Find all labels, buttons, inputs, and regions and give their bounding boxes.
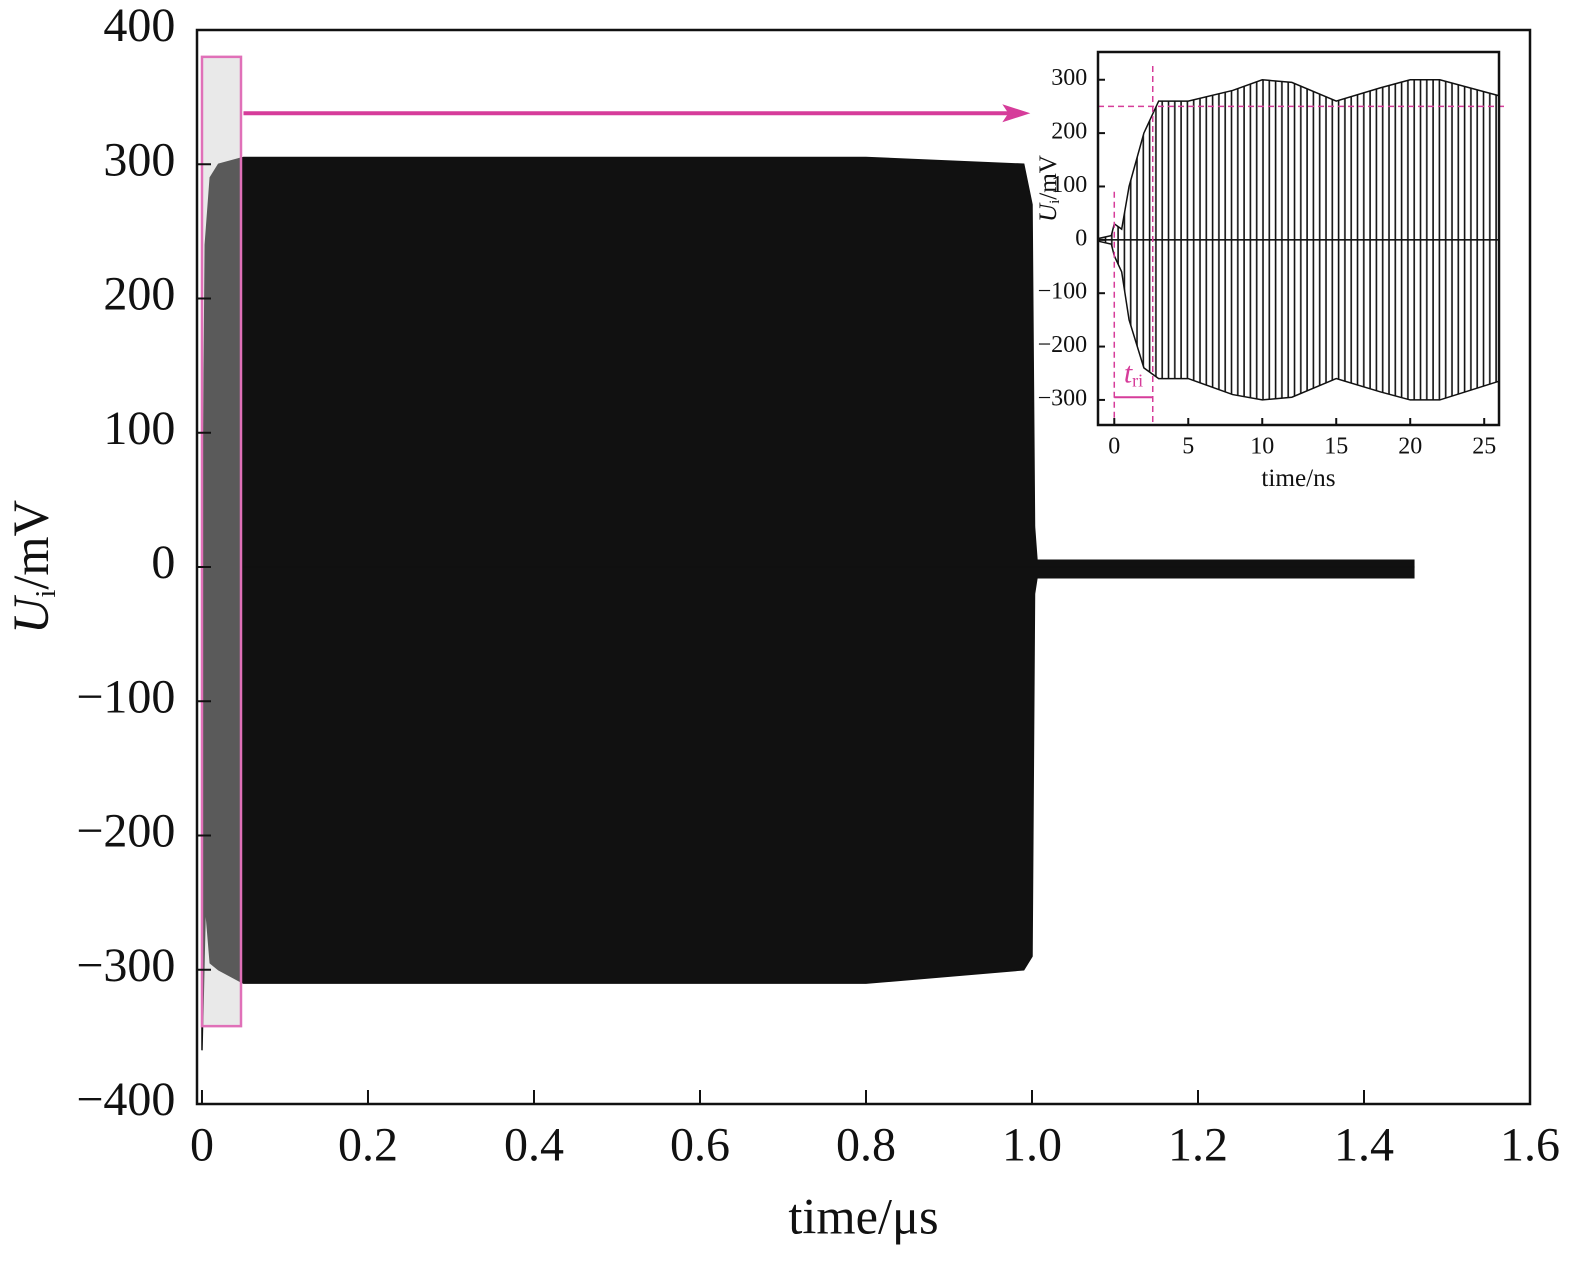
y-tick-label: 300 xyxy=(103,133,175,186)
bracket-label: tri xyxy=(1124,356,1143,390)
signal-lower xyxy=(1098,239,1500,401)
x-tick-label: 1.0 xyxy=(1002,1119,1062,1172)
y-tick-label: 0 xyxy=(151,536,175,589)
y-tick-label: 200 xyxy=(1051,119,1087,145)
x-axis-label: time/ns xyxy=(1261,465,1335,492)
x-tick-label: 10 xyxy=(1250,433,1274,459)
x-tick-label: 15 xyxy=(1324,433,1348,459)
x-tick-label: 1.4 xyxy=(1334,1119,1394,1172)
y-tick-label: 300 xyxy=(1051,65,1087,91)
y-axis-label-main: U xyxy=(3,594,59,634)
y-axis-label: Ui/mV xyxy=(3,500,62,634)
y-tick-label: 100 xyxy=(1051,172,1087,198)
plot-0: 0 0.2 0.4 0.6 0.8 1.0 1.2 1.4 1.6 −400 −300 −200 −10… xyxy=(3,0,1560,1245)
x-tick-label: 0 xyxy=(1108,433,1120,459)
y-tick-label: 100 xyxy=(103,402,175,455)
y-tick-label: 400 xyxy=(103,0,175,52)
x-tick-label: 0.4 xyxy=(504,1119,564,1172)
y-axis-label-sub: i xyxy=(1047,200,1063,204)
x-tick-label: 20 xyxy=(1398,433,1422,459)
arrow-head xyxy=(1002,104,1031,123)
signal-upper xyxy=(1098,78,1500,241)
y-tick-label: −100 xyxy=(76,670,175,723)
bracket-label-sub: ri xyxy=(1132,370,1143,390)
y-tick-label: 0 xyxy=(1075,225,1087,251)
signal-upper xyxy=(201,156,1415,648)
y-tick-label: −400 xyxy=(76,1073,175,1126)
x-tick-label: 0.8 xyxy=(836,1119,896,1172)
y-tick-label: −200 xyxy=(1038,332,1088,358)
x-axis-label: time/μs xyxy=(788,1189,938,1245)
y-tick-label: −300 xyxy=(76,939,175,992)
bracket-label-main: t xyxy=(1124,356,1133,389)
y-axis-label-unit: /mV xyxy=(3,500,59,590)
signal-lower xyxy=(201,566,1415,1051)
axes-frame xyxy=(1096,50,1501,427)
y-axis-label-unit: /mV xyxy=(1035,155,1062,200)
y-axis-label-sub: i xyxy=(30,590,62,598)
y-axis-label-main: U xyxy=(1035,202,1062,222)
y-tick-label: −200 xyxy=(76,805,175,858)
y-tick-label: 200 xyxy=(103,268,175,321)
x-tick-label: 0 xyxy=(190,1119,214,1172)
y-axis-label: Ui/mV xyxy=(1035,155,1064,222)
y-tick-label: −100 xyxy=(1038,279,1088,305)
plot-1: tri 0 5 10 15 20 25 −300 −200 −100 0 100 200 300 time/… xyxy=(1035,50,1508,492)
x-tick-label: 5 xyxy=(1182,433,1194,459)
x-tick-label: 1.6 xyxy=(1500,1119,1560,1172)
zoom-region xyxy=(200,55,243,1028)
x-tick-label: 25 xyxy=(1472,433,1496,459)
x-tick-label: 0.2 xyxy=(338,1119,398,1172)
x-tick-label: 1.2 xyxy=(1168,1119,1228,1172)
y-tick-label: −300 xyxy=(1038,385,1088,411)
x-tick-label: 0.6 xyxy=(670,1119,730,1172)
